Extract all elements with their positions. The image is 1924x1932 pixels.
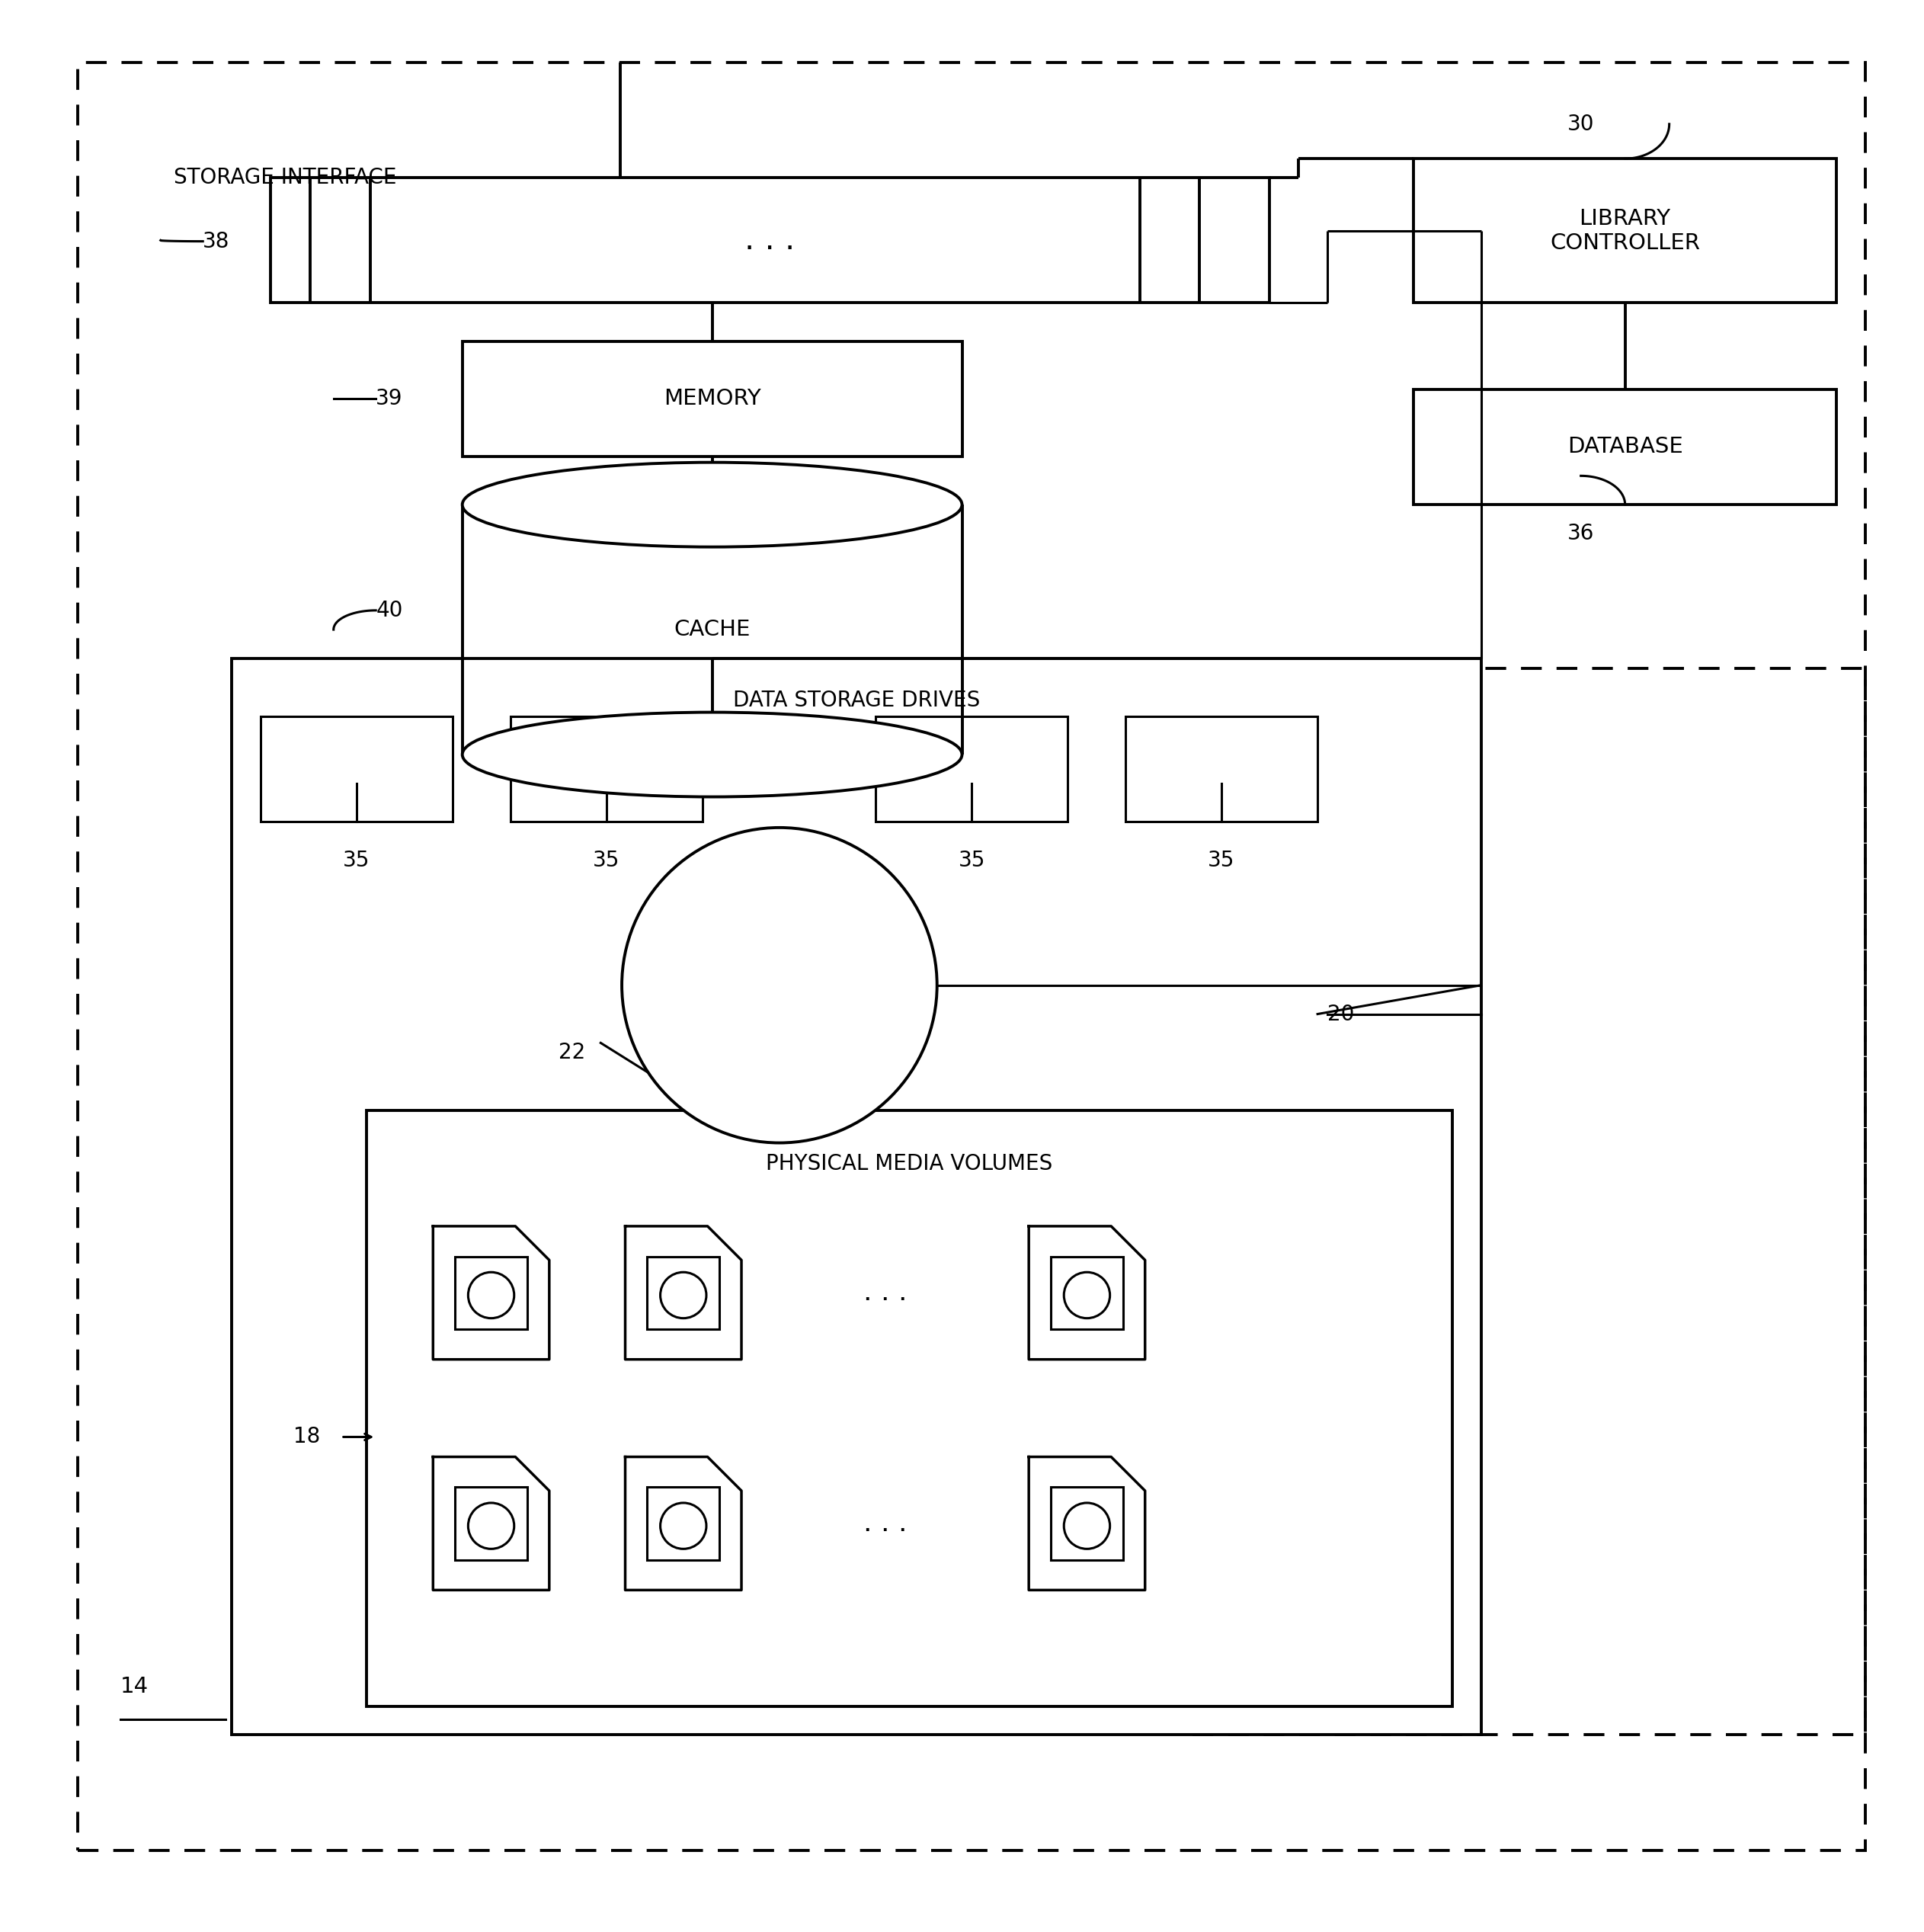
Text: 40: 40 (375, 599, 402, 620)
Text: 38: 38 (202, 230, 229, 251)
Bar (260, 717, 452, 821)
Bar (510, 717, 702, 821)
Text: STORAGE INTERFACE: STORAGE INTERFACE (173, 168, 396, 189)
Bar (454, 1256, 527, 1329)
Polygon shape (433, 1227, 548, 1360)
Bar (646, 1256, 720, 1329)
Text: 20: 20 (1328, 1003, 1354, 1024)
Text: DATA STORAGE DRIVES: DATA STORAGE DRIVES (733, 690, 979, 711)
Text: 35: 35 (958, 850, 985, 871)
Text: 18: 18 (292, 1426, 319, 1447)
Bar (1414, 158, 1835, 303)
Text: LIBRARY
CONTROLLER: LIBRARY CONTROLLER (1551, 209, 1701, 253)
Polygon shape (1029, 1227, 1145, 1360)
Circle shape (621, 827, 937, 1144)
Bar (646, 1488, 720, 1559)
Text: ACCESSOR: ACCESSOR (722, 974, 837, 995)
Text: . . .: . . . (745, 224, 795, 257)
Bar (462, 342, 962, 456)
Circle shape (660, 1271, 706, 1318)
Text: 35: 35 (1208, 850, 1235, 871)
Text: CACHE: CACHE (673, 618, 750, 639)
Ellipse shape (462, 713, 962, 796)
Bar (1193, 668, 1864, 1735)
Circle shape (1064, 1503, 1110, 1549)
Polygon shape (625, 1227, 741, 1360)
Text: 35: 35 (342, 850, 369, 871)
Bar (231, 659, 1481, 1735)
Ellipse shape (462, 462, 962, 547)
Bar (269, 178, 1270, 303)
Bar (1414, 390, 1835, 504)
Bar (875, 717, 1068, 821)
Text: DATABASE: DATABASE (1568, 437, 1684, 458)
Polygon shape (433, 1457, 548, 1590)
Bar (366, 1111, 1453, 1706)
Circle shape (1064, 1271, 1110, 1318)
Text: 36: 36 (1568, 524, 1595, 545)
Text: 35: 35 (593, 850, 620, 871)
Text: 22: 22 (558, 1041, 585, 1063)
Bar (1051, 1488, 1124, 1559)
Polygon shape (1029, 1457, 1145, 1590)
Circle shape (468, 1271, 514, 1318)
Text: 39: 39 (375, 388, 402, 410)
Polygon shape (625, 1457, 741, 1590)
Circle shape (468, 1503, 514, 1549)
Circle shape (660, 1503, 706, 1549)
Text: . . .: . . . (864, 1511, 906, 1536)
Text: PHYSICAL MEDIA VOLUMES: PHYSICAL MEDIA VOLUMES (766, 1153, 1052, 1175)
Text: 30: 30 (1568, 114, 1595, 135)
Bar (1051, 1256, 1124, 1329)
Text: 14: 14 (119, 1677, 148, 1698)
Text: MEMORY: MEMORY (664, 388, 760, 410)
Bar (1126, 717, 1318, 821)
Text: . . .: . . . (864, 1279, 906, 1306)
Bar (454, 1488, 527, 1559)
